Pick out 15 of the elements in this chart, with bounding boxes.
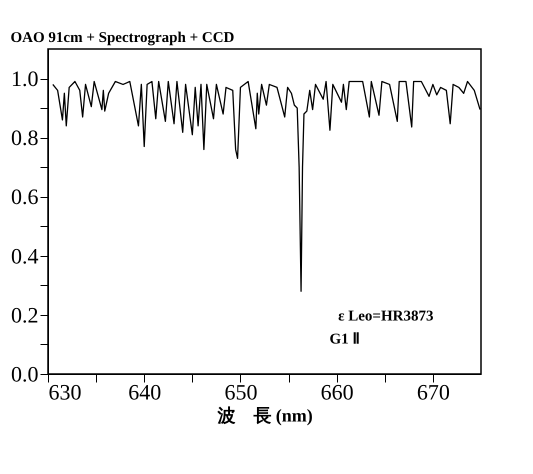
chart-title: OAO 91cm + Spectrograph + CCD	[10, 30, 235, 46]
y-tick-label: 1.0	[11, 66, 38, 92]
x-tick-label: 650	[224, 380, 258, 404]
x-axis-title: 波 長 (nm)	[216, 406, 313, 426]
y-tick-label: 0.2	[11, 302, 38, 328]
y-tick-label: 0.6	[11, 184, 38, 210]
y-tick-label: 0.0	[11, 362, 38, 386]
y-tick-label: 0.8	[11, 125, 38, 150]
x-tick-label: 630	[48, 380, 82, 404]
x-tick-label: 640	[128, 380, 162, 404]
annotation: G1 Ⅱ	[329, 331, 360, 348]
y-tick-label: 0.4	[11, 243, 38, 268]
annotation: ε Leo=HR3873	[338, 308, 434, 324]
x-tick-label: 660	[320, 380, 354, 404]
x-tick-label: 670	[416, 380, 450, 404]
